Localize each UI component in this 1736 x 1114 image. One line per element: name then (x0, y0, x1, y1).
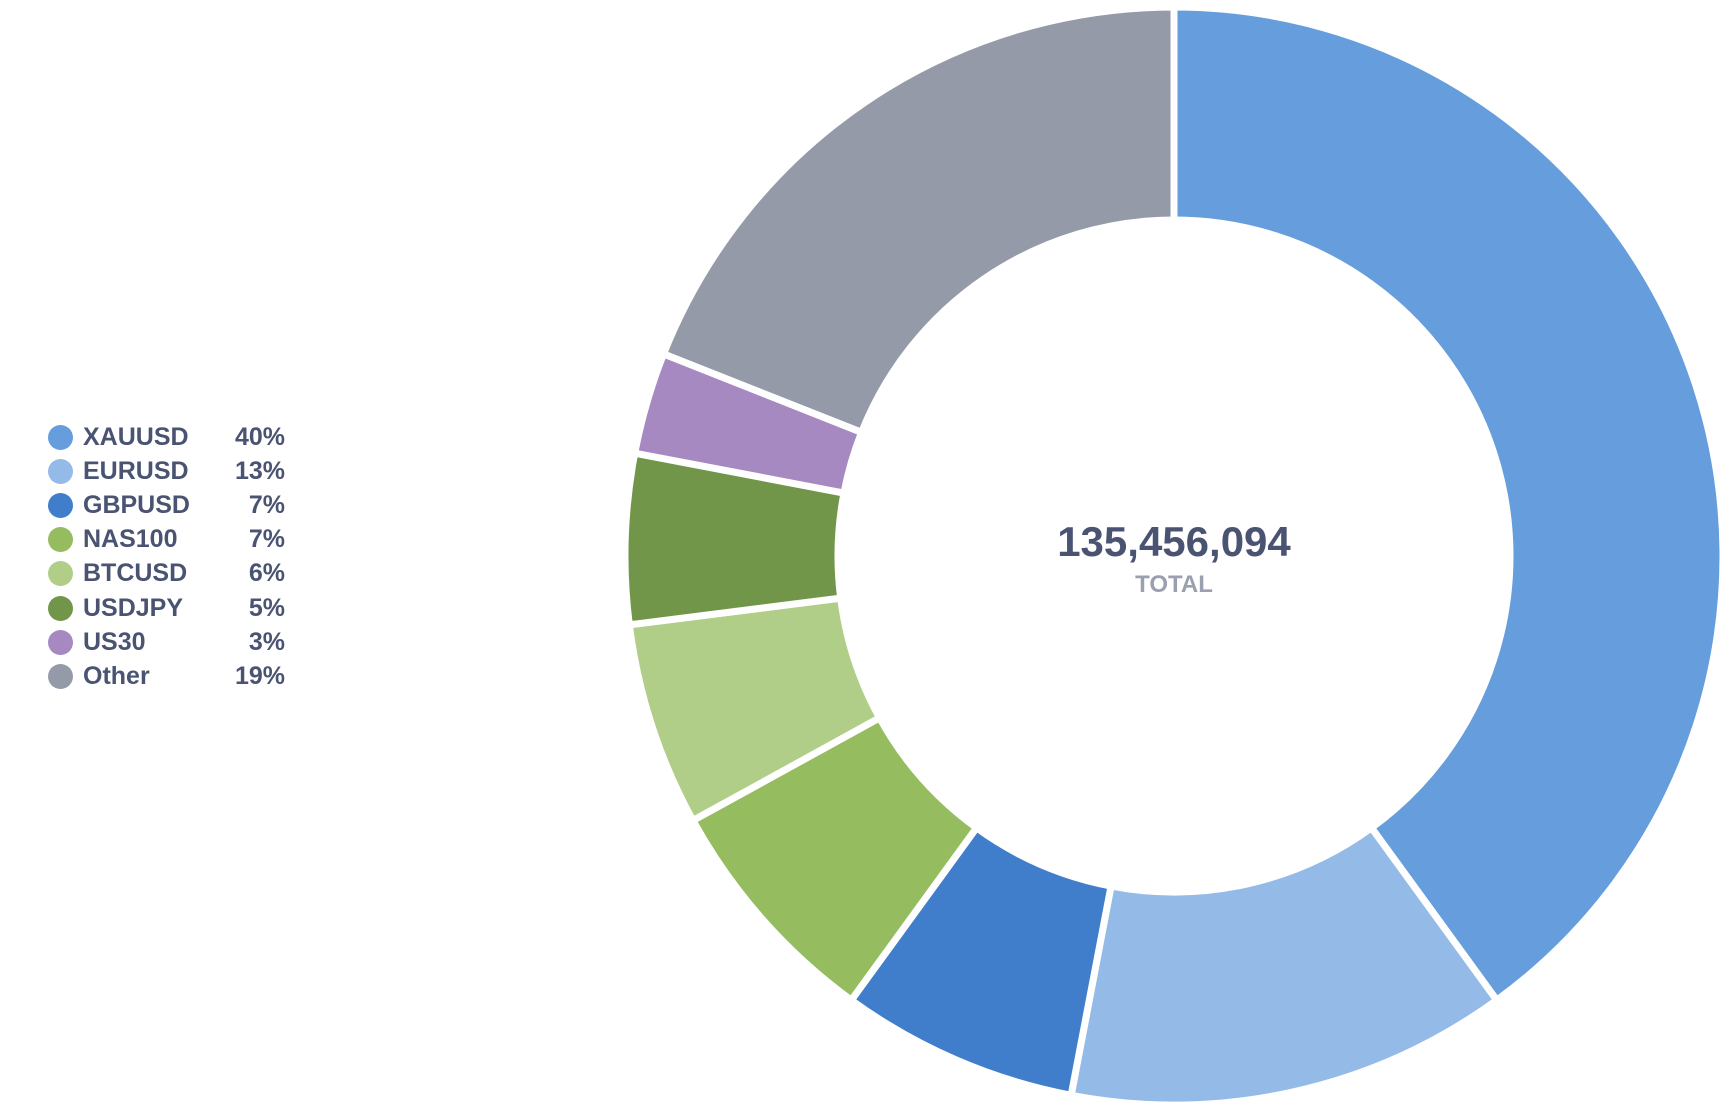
legend-label: EURUSD (83, 456, 189, 485)
center-label: TOTAL (1135, 571, 1213, 598)
legend-item[interactable]: Other 19% (48, 659, 285, 693)
legend-label: USDJPY (83, 593, 184, 622)
legend-label: US30 (83, 627, 146, 656)
legend: XAUUSD 40% EURUSD 13% GBPUSD 7% NAS100 7… (48, 420, 285, 694)
legend-swatch (48, 595, 73, 621)
slice-eurusd[interactable] (1067, 822, 1502, 1109)
legend-swatch (48, 424, 73, 450)
legend-value: 7% (248, 490, 285, 519)
legend-label: Other (83, 661, 150, 690)
center-total: 135,456,094 (1057, 518, 1291, 565)
legend-swatch (48, 527, 73, 553)
legend-item[interactable]: USDJPY 5% (48, 591, 285, 625)
legend-value: 3% (248, 627, 285, 656)
legend-swatch (48, 629, 73, 655)
legend-swatch (48, 561, 73, 587)
legend-item[interactable]: US30 3% (48, 625, 285, 659)
legend-value: 19% (234, 661, 285, 690)
slice-other[interactable] (659, 3, 1178, 437)
legend-item[interactable]: EURUSD 13% (48, 454, 285, 488)
legend-item[interactable]: BTCUSD 6% (48, 557, 285, 591)
legend-label: NAS100 (83, 525, 178, 554)
legend-label: BTCUSD (83, 559, 188, 588)
legend-swatch (48, 492, 73, 518)
legend-value: 6% (248, 559, 285, 588)
legend-value: 7% (248, 525, 285, 554)
slice-xauusd[interactable] (1170, 3, 1727, 1006)
legend-swatch (48, 663, 73, 689)
legend-swatch (48, 458, 73, 484)
legend-label: GBPUSD (83, 490, 190, 519)
legend-item[interactable]: GBPUSD 7% (48, 488, 285, 522)
legend-item[interactable]: NAS100 7% (48, 523, 285, 557)
legend-item[interactable]: XAUUSD 40% (48, 420, 285, 454)
legend-value: 5% (248, 593, 285, 622)
legend-label: XAUUSD (83, 422, 189, 451)
legend-value: 13% (234, 456, 285, 485)
legend-value: 40% (234, 422, 285, 451)
